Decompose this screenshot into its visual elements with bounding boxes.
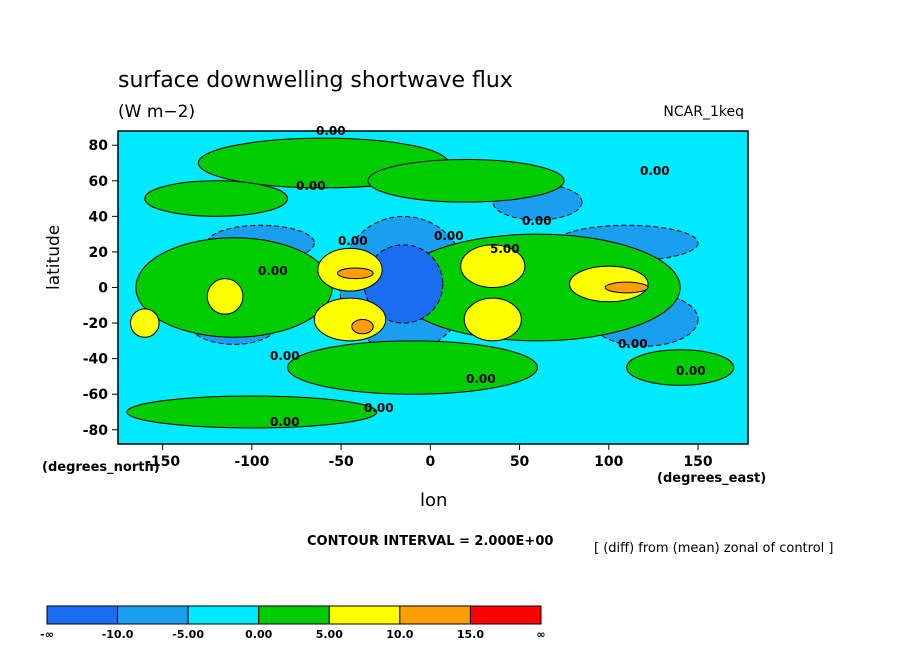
x-tick-label: 50 — [510, 454, 530, 470]
colorbar-tick-label: 0.00 — [245, 628, 272, 641]
contour-label: 0.00 — [522, 214, 552, 228]
y-tick-label: 60 — [89, 174, 109, 190]
x-tick-label: 150 — [683, 454, 712, 470]
contour-label: 5.00 — [490, 242, 520, 256]
colorbar-tick-label: -5.00 — [172, 628, 204, 641]
y-unit-label: (degrees_north) — [42, 460, 160, 475]
y-tick-label: -20 — [83, 316, 109, 332]
contour-label: 0.00 — [270, 415, 300, 429]
contour-interval: CONTOUR INTERVAL = 2.000E+00 — [307, 534, 554, 549]
chart-units: (W m−2) — [118, 102, 196, 122]
contour-fills — [126, 137, 735, 429]
y-tick-label: 80 — [89, 138, 109, 154]
contour-label: 0.00 — [434, 229, 464, 243]
contour-label: 0.00 — [338, 234, 368, 248]
colorbar-swatch — [328, 605, 401, 625]
x-tick-label: -50 — [328, 454, 354, 470]
colorbar-tick-label: 10.0 — [386, 628, 413, 641]
contour-region — [287, 340, 538, 395]
contour-region — [604, 281, 649, 294]
colorbar-swatch — [258, 605, 330, 625]
y-tick-label: -80 — [83, 423, 109, 439]
contour-label: 0.00 — [364, 401, 394, 415]
colorbar-swatch — [46, 605, 119, 625]
y-tick-label: 20 — [89, 245, 109, 261]
colorbar-swatch — [399, 605, 471, 625]
contour-label: 0.00 — [466, 372, 496, 386]
diff-note: [ (diff) from (mean) zonal of control ] — [594, 541, 834, 556]
contour-region — [129, 308, 160, 338]
colorbar-swatch — [117, 605, 189, 625]
y-tick-label: 40 — [89, 209, 109, 225]
colorbar-tick-label: 15.0 — [457, 628, 484, 641]
x-axis-label: lon — [420, 490, 448, 511]
model-name: NCAR_1keq — [663, 104, 744, 120]
x-tick-label: -100 — [234, 454, 269, 470]
contour-label: 0.00 — [640, 164, 670, 178]
x-tick-label: -150 — [145, 454, 180, 470]
contour-region — [351, 319, 374, 335]
colorbar-tick-label: ∞ — [536, 628, 545, 641]
y-tick-label: -40 — [83, 352, 109, 368]
colorbar-tick-label: -∞ — [40, 628, 54, 641]
colorbar-swatch — [187, 605, 260, 625]
contour-label: 0.00 — [676, 364, 706, 378]
contour-label: 0.00 — [270, 349, 300, 363]
contour-region — [144, 180, 289, 217]
contour-label: 0.00 — [618, 337, 648, 351]
contour-region — [313, 297, 387, 342]
x-tick-label: 100 — [594, 454, 623, 470]
contour-region — [460, 244, 526, 288]
contour-label: 0.00 — [316, 124, 346, 138]
x-tick-label: 0 — [425, 454, 435, 470]
contour-region — [626, 349, 735, 386]
x-unit-label: (degrees_east) — [657, 471, 767, 486]
contour-region — [463, 297, 522, 342]
colorbar-swatch — [469, 605, 542, 625]
contour-label: 0.00 — [296, 179, 326, 193]
colorbar-tick-label: -10.0 — [102, 628, 134, 641]
chart-title: surface downwelling shortwave flux — [118, 68, 513, 93]
contour-region — [367, 158, 565, 203]
y-tick-label: -60 — [83, 387, 109, 403]
contour-label: 0.00 — [258, 264, 288, 278]
colorbar-tick-label: 5.00 — [316, 628, 343, 641]
contour-region — [337, 267, 374, 280]
y-tick-label: 0 — [98, 281, 108, 297]
contour-region — [126, 395, 378, 429]
contour-region — [206, 278, 244, 315]
